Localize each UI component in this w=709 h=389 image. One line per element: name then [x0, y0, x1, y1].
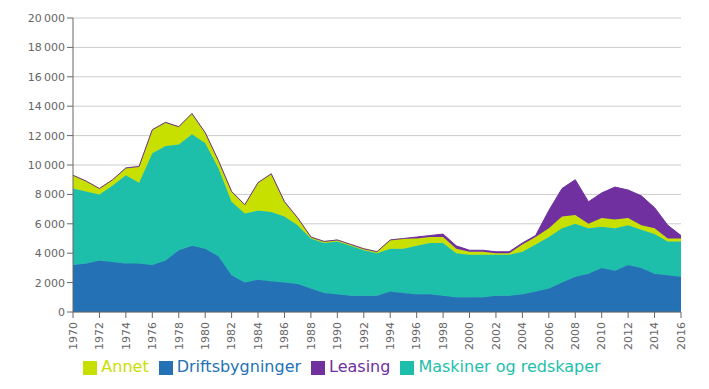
svg-text:2012: 2012	[622, 322, 635, 350]
svg-text:10 000: 10 000	[28, 159, 65, 172]
html-text:Annet: Annet	[101, 357, 149, 376]
svg-text:1978: 1978	[173, 322, 186, 350]
svg-text:20 000: 20 000	[28, 12, 65, 25]
svg-text:1988: 1988	[305, 322, 318, 350]
svg-text:1998: 1998	[437, 322, 450, 350]
svg-text:1972: 1972	[93, 322, 106, 350]
svg-text:2016: 2016	[675, 322, 688, 350]
svg-text:2008: 2008	[569, 322, 582, 350]
svg-text:2 000: 2 000	[35, 277, 65, 290]
svg-text:1996: 1996	[410, 322, 423, 350]
svg-text:1976: 1976	[146, 322, 159, 350]
svg-text:16 000: 16 000	[28, 71, 65, 84]
svg-text:1994: 1994	[384, 322, 397, 350]
html-text:Driftsbygninger: Driftsbygninger	[176, 357, 301, 376]
svg-text:2010: 2010	[596, 322, 609, 350]
svg-text:1986: 1986	[278, 322, 291, 350]
svg-text:1982: 1982	[225, 322, 238, 350]
svg-text:12 000: 12 000	[28, 130, 65, 143]
html-text:Maskiner og redskaper: Maskiner og redskaper	[418, 357, 601, 376]
svg-text:1992: 1992	[358, 322, 371, 350]
svg-text:1970: 1970	[67, 322, 80, 350]
svg-text:1984: 1984	[252, 322, 265, 350]
svg-text:18 000: 18 000	[28, 41, 65, 54]
svg-text:2002: 2002	[490, 322, 503, 350]
svg-text:2014: 2014	[648, 322, 661, 350]
svg-text:2000: 2000	[463, 322, 476, 350]
svg-text:14 000: 14 000	[28, 100, 65, 113]
html-text:Leasing: Leasing	[329, 357, 391, 376]
svg-text:4 000: 4 000	[35, 247, 65, 260]
svg-text:2006: 2006	[543, 322, 556, 350]
svg-text:6 000: 6 000	[35, 218, 65, 231]
svg-text:8 000: 8 000	[35, 188, 65, 201]
svg-text:1990: 1990	[331, 322, 344, 350]
svg-text:2004: 2004	[516, 322, 529, 350]
svg-text:1974: 1974	[120, 322, 133, 350]
svg-text:1980: 1980	[199, 322, 212, 350]
svg-text:0: 0	[58, 306, 65, 319]
